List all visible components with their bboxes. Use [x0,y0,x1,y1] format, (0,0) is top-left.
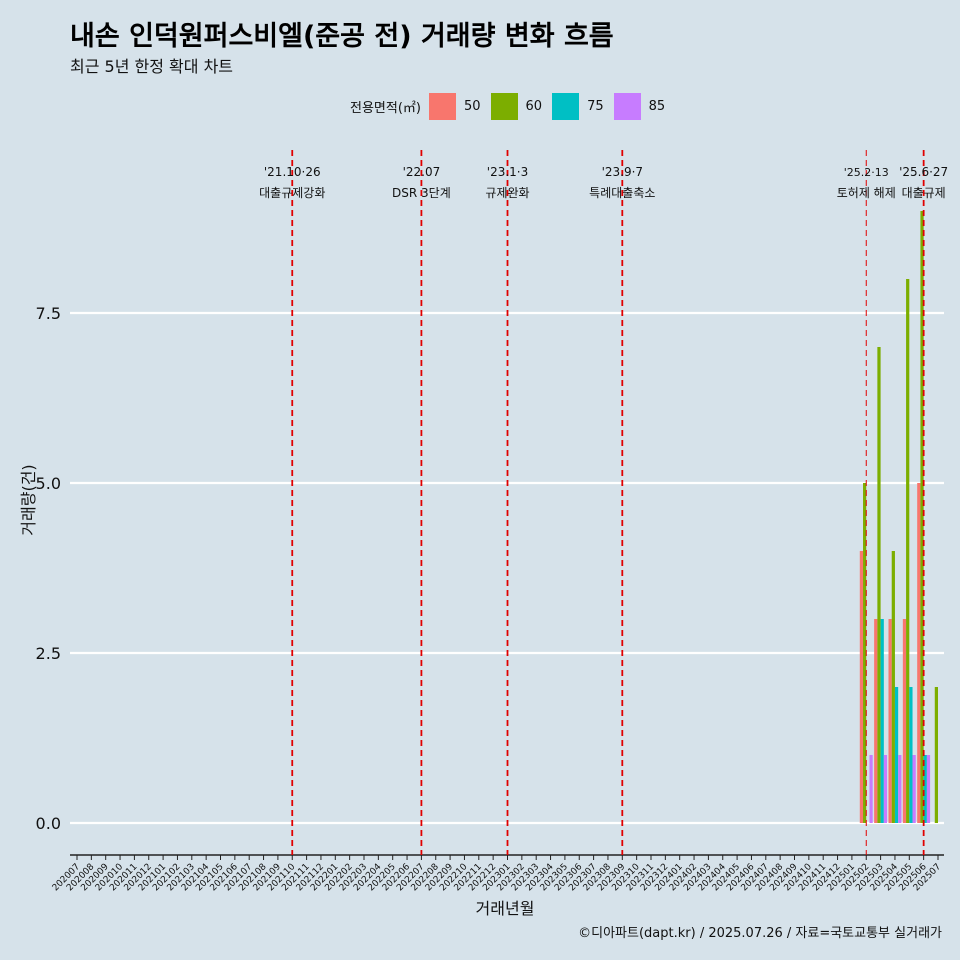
bar-75-202504 [894,687,899,823]
source-caption: ©디아파트(dapt.kr) / 2025.07.26 / 자료=국토교통부 실… [578,926,942,941]
legend-swatch-75 [552,93,580,120]
bar-60-202507 [934,687,938,823]
event-date-label: '23.1·3 [487,165,528,179]
bar-75-202505 [909,687,913,823]
y-axis-title: 거래량(건) [19,464,38,535]
event-date-label: '23.9·7 [602,165,643,179]
bar-60-202505 [906,279,910,823]
bar-60-202504 [891,551,895,823]
y-tick-label: 7.5 [36,304,61,323]
event-date-label: '21.10·26 [264,165,321,179]
legend-item-75: 75 [552,93,604,120]
bar-50-202503 [874,619,878,823]
legend-swatch-85 [613,93,641,120]
legend-item-60: 60 [490,93,543,120]
x-axis-title: 거래년월 [476,899,535,918]
legend-item-85: 85 [613,93,666,120]
event-name-label: 특례대출축소 [589,186,655,200]
event-name-label: 대출규제 [902,186,946,200]
bar-50-202502 [859,551,864,823]
event-name-label: 토허제 해제 [837,186,896,200]
legend-label-75: 75 [587,99,604,114]
legend-swatch-50 [428,93,456,120]
chart-title: 내손 인덕원퍼스비엘(준공 전) 거래량 변화 흐름 [70,21,614,52]
bar-85-202504 [898,755,902,823]
y-tick-label: 5.0 [36,474,61,493]
legend-swatch-60 [490,93,518,120]
legend-item-50: 50 [428,93,481,120]
legend: 전용면적(㎡) 50 60 75 85 [350,93,675,120]
event-name-label: DSR 3단계 [392,186,451,200]
bar-85-202503 [883,755,888,823]
bar-75-202503 [880,619,884,823]
bar-50-202505 [902,619,907,823]
chart-subtitle: 최근 5년 한정 확대 차트 [70,57,234,76]
bar-85-202505 [912,755,916,823]
legend-title: 전용면적(㎡) [350,101,421,116]
event-name-label: 규제완화 [485,186,529,200]
bar-85-202502 [869,755,873,823]
bar-60-202502 [863,483,867,823]
bar-75-202506 [923,755,927,823]
event-date-label: '25.6·27 [899,165,948,179]
event-date-label: '22.07 [403,165,441,179]
y-tick-label: 2.5 [36,644,61,663]
bar-85-202506 [926,755,931,823]
y-tick-label: 0.0 [36,814,61,833]
event-date-label: '25.2·13 [844,166,889,179]
bar-50-202506 [917,483,921,823]
bar-50-202504 [888,619,892,823]
legend-label-60: 60 [525,99,543,114]
bar-60-202506 [920,211,924,823]
legend-label-85: 85 [648,99,666,114]
event-name-label: 대출규제강화 [259,186,325,200]
bar-60-202503 [877,347,881,823]
legend-label-50: 50 [463,99,481,114]
